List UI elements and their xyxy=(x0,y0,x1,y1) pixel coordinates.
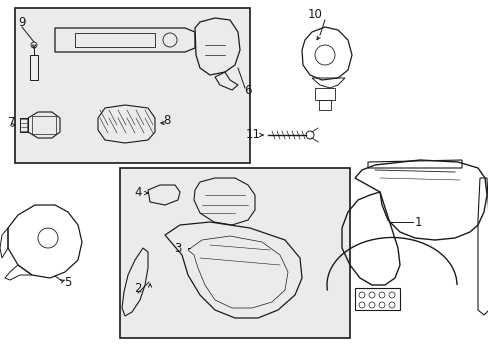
Text: 7: 7 xyxy=(8,116,16,129)
Text: 11: 11 xyxy=(245,129,260,141)
Text: 5: 5 xyxy=(64,276,72,289)
Text: 4: 4 xyxy=(134,186,142,199)
Text: 1: 1 xyxy=(413,216,421,229)
Text: 8: 8 xyxy=(163,113,170,126)
Bar xyxy=(15,8,249,163)
Text: 9: 9 xyxy=(18,15,26,28)
Text: 6: 6 xyxy=(244,84,251,96)
Text: 10: 10 xyxy=(307,9,322,22)
Bar xyxy=(120,168,349,338)
Text: 3: 3 xyxy=(174,242,182,255)
Text: 2: 2 xyxy=(134,282,142,294)
